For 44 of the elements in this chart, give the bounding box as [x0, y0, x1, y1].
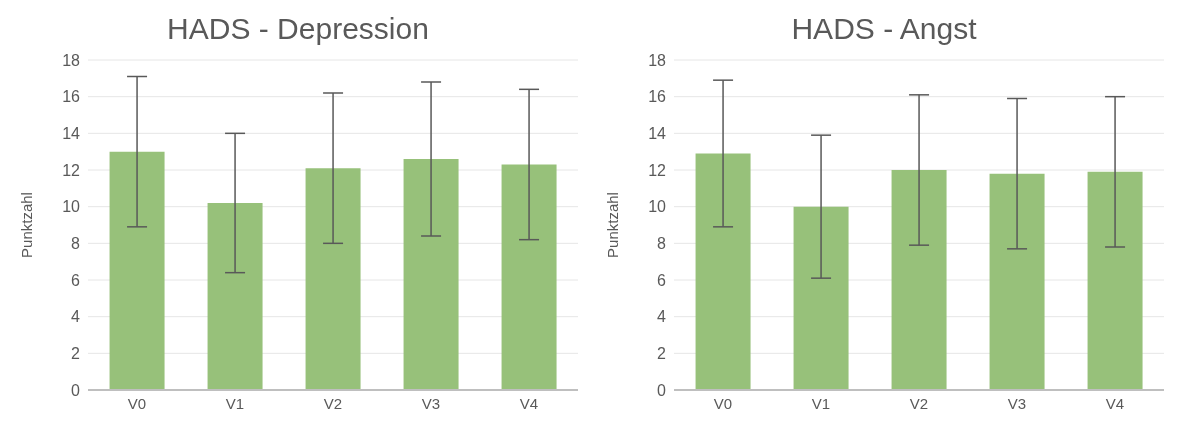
y-tick-label: 12 [62, 161, 81, 179]
y-tick-label: 16 [648, 88, 667, 106]
bar [891, 170, 947, 390]
y-tick-label: 0 [71, 381, 81, 399]
bar [305, 168, 361, 390]
y-tick-label: 0 [657, 381, 667, 399]
y-tick-label: 16 [62, 88, 81, 106]
x-tick-label: V3 [1007, 394, 1027, 412]
bar [207, 203, 263, 390]
bar [403, 159, 459, 390]
y-tick-label: 8 [657, 235, 667, 253]
chart-title: HADS - Depression [166, 11, 430, 47]
bar [109, 151, 165, 390]
y-tick-label: 6 [657, 271, 667, 289]
y-tick-label: 18 [648, 51, 667, 69]
bar [793, 206, 849, 390]
x-tick-label: V3 [421, 394, 441, 412]
x-tick-label: V4 [1105, 394, 1125, 412]
y-axis-title: Punktzahl [18, 192, 36, 258]
x-tick-label: V0 [127, 394, 147, 412]
y-tick-label: 2 [657, 345, 667, 363]
bar [501, 164, 557, 390]
x-tick-label: V4 [519, 394, 539, 412]
x-tick-label: V2 [323, 394, 343, 412]
y-tick-label: 8 [71, 235, 81, 253]
y-tick-label: 10 [62, 198, 81, 216]
x-tick-label: V1 [811, 394, 831, 412]
y-tick-label: 4 [657, 308, 667, 326]
y-tick-label: 6 [71, 271, 81, 289]
chart-title: HADS - Angst [790, 11, 978, 47]
y-tick-label: 2 [71, 345, 81, 363]
y-tick-label: 12 [648, 161, 667, 179]
x-tick-label: V0 [713, 394, 733, 412]
y-tick-label: 4 [71, 308, 81, 326]
bar [989, 173, 1045, 390]
y-tick-label: 14 [648, 125, 667, 143]
y-tick-label: 18 [62, 51, 81, 69]
bar [1087, 171, 1143, 390]
y-axis-title: Punktzahl [604, 192, 622, 258]
x-tick-label: V1 [225, 394, 245, 412]
bar [695, 153, 751, 390]
x-tick-label: V2 [909, 394, 929, 412]
y-tick-label: 10 [648, 198, 667, 216]
y-tick-label: 14 [62, 125, 81, 143]
